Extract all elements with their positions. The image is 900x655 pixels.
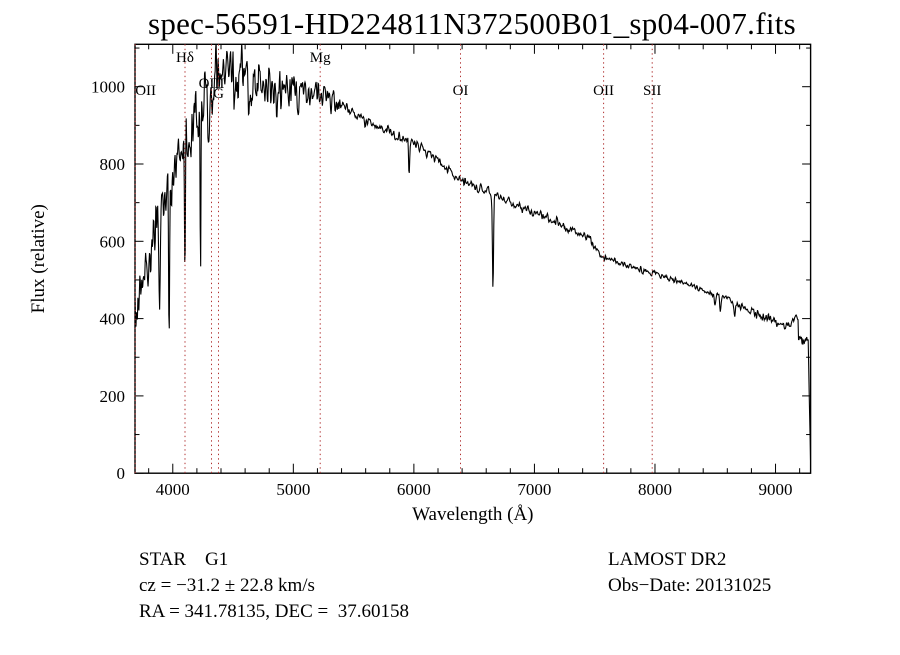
- svg-text:Hδ: Hδ: [176, 50, 194, 66]
- svg-text:4000: 4000: [156, 480, 190, 499]
- svg-text:6000: 6000: [397, 480, 431, 499]
- svg-text:OII: OII: [593, 83, 614, 99]
- svg-text:Mg: Mg: [310, 50, 331, 66]
- svg-text:OI: OI: [453, 83, 469, 99]
- svg-text:400: 400: [100, 310, 126, 329]
- svg-text:G: G: [213, 86, 224, 102]
- svg-text:Wavelength (Å): Wavelength (Å): [412, 504, 533, 525]
- svg-text:5000: 5000: [276, 480, 310, 499]
- svg-text:800: 800: [100, 155, 126, 174]
- svg-text:8000: 8000: [638, 480, 672, 499]
- svg-text:600: 600: [100, 232, 126, 251]
- svg-text:SII: SII: [643, 83, 661, 99]
- svg-text:9000: 9000: [759, 480, 793, 499]
- svg-text:0: 0: [117, 464, 126, 483]
- svg-text:OII: OII: [135, 83, 156, 99]
- svg-text:7000: 7000: [517, 480, 551, 499]
- svg-text:200: 200: [100, 387, 126, 406]
- svg-text:1000: 1000: [91, 78, 125, 97]
- svg-text:Flux (relative): Flux (relative): [28, 204, 49, 313]
